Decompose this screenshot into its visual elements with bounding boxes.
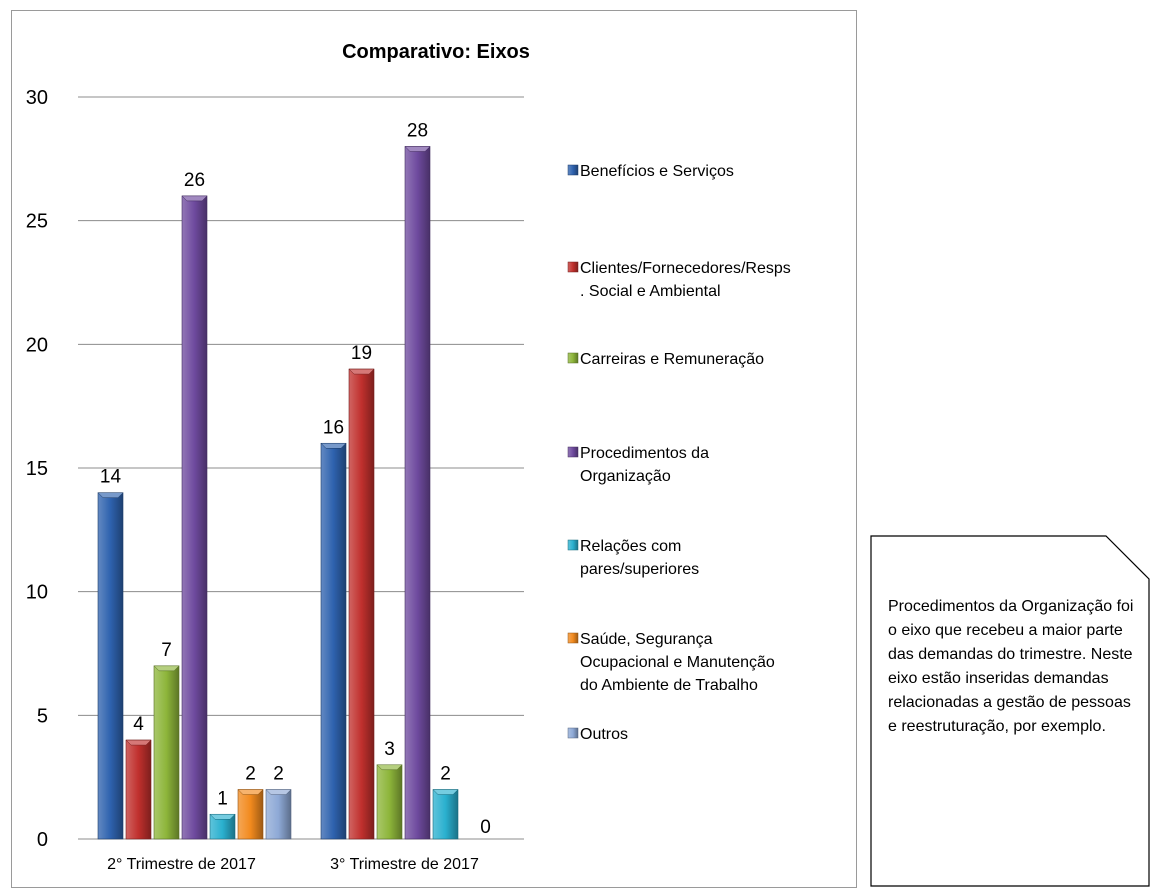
- bar: [153, 665, 180, 840]
- data-label: 16: [323, 417, 344, 438]
- data-label: 2: [273, 764, 284, 785]
- annotation-note: Procedimentos da Organização foi o eixo …: [870, 535, 1150, 887]
- y-axis-ticks: 0 5 10 15 20 25 30: [26, 87, 48, 851]
- data-label: 26: [184, 170, 205, 191]
- note-text: Procedimentos da Organização foi o eixo …: [888, 598, 1134, 735]
- legend-swatch: [567, 539, 579, 551]
- category-label: 3° Trimestre de 2017: [330, 856, 479, 873]
- legend-swatch: [567, 164, 579, 176]
- bar-cap: [432, 789, 459, 795]
- bar: [348, 368, 375, 840]
- bar-cap: [320, 443, 347, 449]
- data-label: 1: [217, 788, 228, 809]
- data-label: 2: [440, 764, 451, 785]
- bar: [376, 764, 403, 840]
- bar-cap: [153, 665, 180, 672]
- category-label: 2° Trimestre de 2017: [107, 856, 256, 873]
- y-tick-label: 30: [26, 87, 48, 109]
- chart-area: Comparativo: Eixos 0 5 10 15 20 25 30 14 4 7 26 1 2…: [11, 10, 857, 888]
- legend-entry: Procedimentos da Organização: [580, 445, 709, 485]
- bar-cap: [181, 195, 208, 202]
- data-label: 19: [351, 343, 372, 364]
- legend-swatch: [567, 261, 579, 273]
- legend-swatch: [567, 352, 579, 364]
- bar-cap: [237, 789, 264, 795]
- legend-entry: Clientes/Fornecedores/Resps. Social e Am…: [580, 260, 791, 300]
- legend-entry: Outros: [580, 726, 628, 743]
- y-tick-label: 10: [26, 582, 48, 604]
- y-tick-label: 5: [37, 705, 48, 727]
- legend-swatch: [567, 632, 579, 644]
- gridlines: [78, 96, 524, 840]
- data-label: 2: [245, 764, 256, 785]
- bar: [181, 195, 208, 840]
- bar: [320, 442, 347, 840]
- y-tick-label: 25: [26, 211, 48, 233]
- legend: Benefícios e Serviços Clientes/Fornecedor…: [567, 163, 791, 743]
- bar: [404, 146, 431, 840]
- bar-cap: [265, 789, 292, 795]
- data-label: 14: [100, 467, 122, 488]
- bar-cap: [209, 814, 236, 820]
- chart-title: Comparativo: Eixos: [342, 41, 530, 63]
- note-shape: [870, 535, 1150, 887]
- bar: [265, 789, 292, 840]
- bar-cap: [125, 739, 152, 746]
- data-label: 28: [407, 120, 428, 141]
- data-label: 7: [161, 640, 172, 661]
- legend-entry: Saúde, Segurança Ocupacional e Manutenção…: [580, 631, 775, 694]
- bar: [125, 739, 152, 840]
- data-label: 0: [480, 817, 491, 838]
- legend-entry: Relações com pares/superiores: [580, 538, 699, 578]
- legend-swatch: [567, 446, 579, 458]
- bar-cap: [348, 368, 375, 375]
- bar: [432, 789, 459, 840]
- legend-entry: Carreiras e Remuneração: [580, 351, 764, 368]
- bars: [97, 146, 459, 840]
- bar: [97, 492, 124, 840]
- x-axis-categories: 2° Trimestre de 2017 3° Trimestre de 2017: [107, 856, 479, 873]
- bar: [237, 789, 264, 840]
- bar-cap: [376, 764, 403, 771]
- data-label: 3: [384, 739, 395, 760]
- bar-cap: [404, 146, 431, 152]
- data-label: 4: [133, 714, 144, 735]
- y-tick-label: 20: [26, 334, 48, 356]
- legend-swatch: [567, 727, 579, 739]
- bar-cap: [97, 492, 124, 498]
- y-tick-label: 15: [26, 458, 48, 480]
- y-tick-label: 0: [37, 829, 48, 851]
- legend-entry: Benefícios e Serviços: [580, 163, 734, 180]
